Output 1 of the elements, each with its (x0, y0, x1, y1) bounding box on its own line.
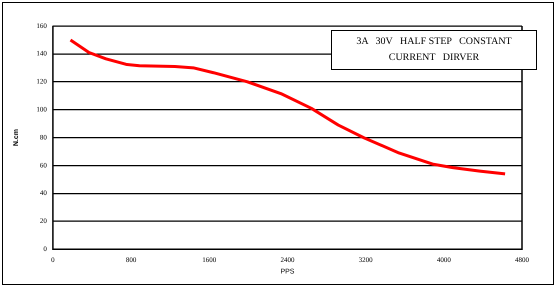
note-box: 3A 30V HALF STEP CONSTANT CURRENT DIRVER (331, 30, 537, 70)
